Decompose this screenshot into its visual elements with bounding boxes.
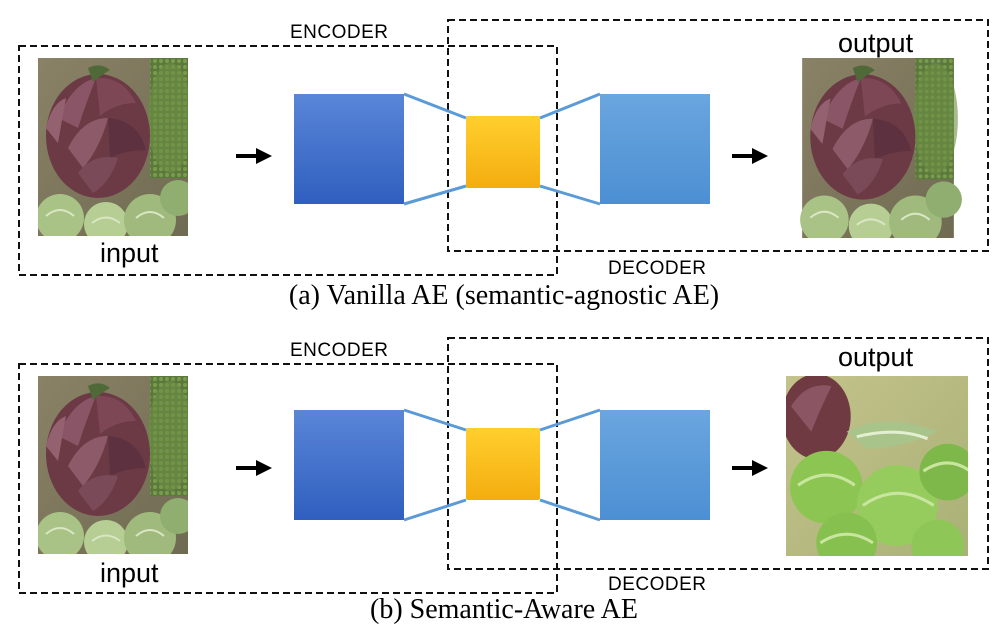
- input-label: input: [100, 238, 159, 268]
- latent-code-block: [466, 428, 540, 500]
- input-image: [38, 376, 188, 554]
- encoder-label: ENCODER: [290, 22, 389, 43]
- semantic-aware-ae-diagram: [18, 337, 989, 594]
- decoder-connector-top: [539, 408, 601, 432]
- decoder-connector-bottom: [539, 184, 601, 206]
- vanilla-ae-diagram: [18, 19, 989, 276]
- encoder-connector-bottom: [403, 498, 467, 522]
- encoder-connector-top: [403, 92, 467, 120]
- encoder-connector-top: [403, 408, 467, 432]
- output-label: output: [838, 28, 914, 58]
- encoder-region-box: [18, 363, 558, 594]
- arrow-to-output: [732, 460, 768, 476]
- arrow-to-encoder: [236, 148, 272, 164]
- output-label: output: [838, 342, 914, 372]
- input-image: [38, 58, 188, 236]
- decoder-label: DECODER: [608, 574, 707, 595]
- decoder-region-box: [447, 337, 989, 570]
- decoder-connector-bottom: [539, 498, 601, 522]
- encoder-region-box: [18, 45, 558, 276]
- caption-semantic-aware-ae: (b) Semantic-Aware AE: [370, 594, 638, 625]
- encoder-block: [294, 410, 404, 520]
- panel-vanilla-ae: ENCODER DECODER input output (a) Vanilla…: [18, 19, 989, 311]
- encoder-label: ENCODER: [290, 340, 389, 361]
- decoder-block: [600, 410, 710, 520]
- panel-semantic-aware-ae: ENCODER DECODER input output (b) Semanti…: [0, 316, 1008, 632]
- output-image: [786, 376, 968, 556]
- caption-vanilla-ae: (a) Vanilla AE (semantic-agnostic AE): [288, 280, 720, 311]
- decoder-connector-top: [539, 92, 601, 120]
- arrow-to-encoder: [236, 460, 272, 476]
- encoder-connector-bottom: [403, 184, 467, 206]
- latent-code-block: [466, 116, 540, 188]
- encoder-block: [294, 94, 404, 204]
- output-image: [798, 58, 964, 238]
- input-label: input: [100, 558, 159, 588]
- decoder-block: [600, 94, 710, 204]
- decoder-region-box: [447, 19, 989, 252]
- decoder-label: DECODER: [608, 258, 707, 279]
- arrow-to-output: [732, 148, 768, 164]
